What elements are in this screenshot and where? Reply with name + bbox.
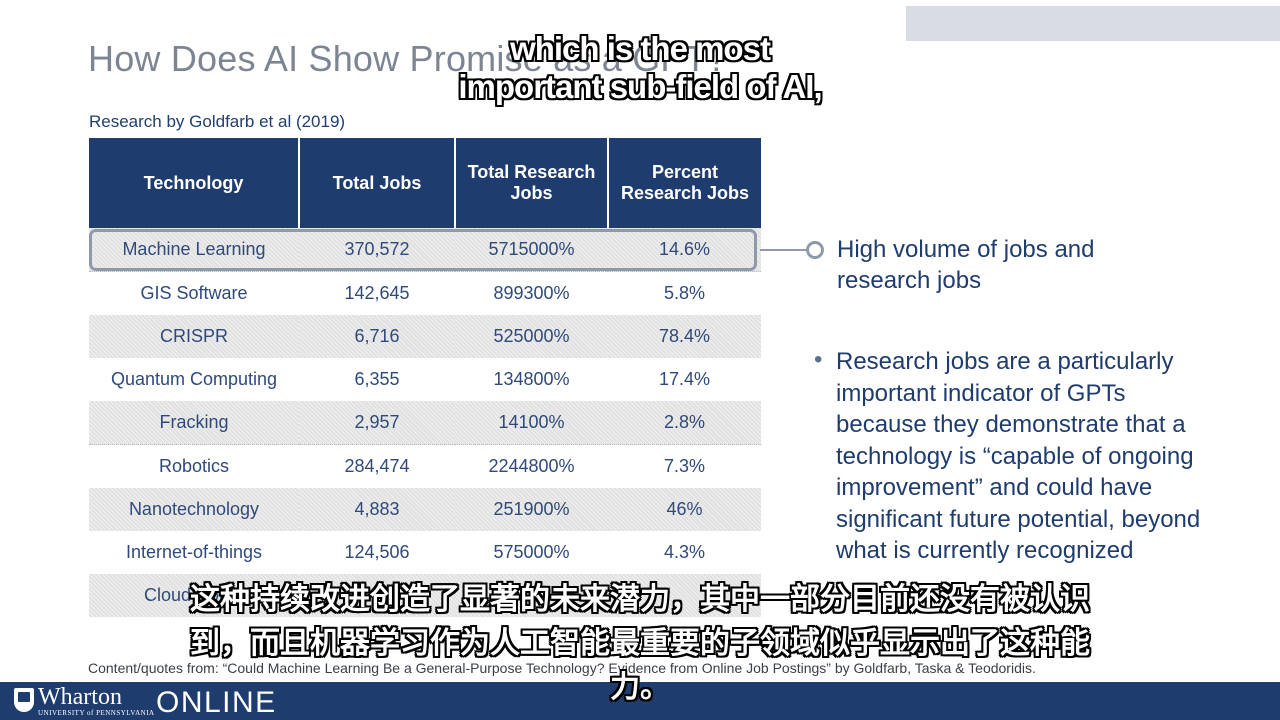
- cell-research-jobs: 575000%: [455, 531, 608, 574]
- cell-technology: Fracking: [89, 401, 299, 445]
- cell-total-jobs: 6,716: [299, 315, 455, 358]
- cell-research-jobs: [455, 574, 608, 617]
- top-gray-bar: [906, 6, 1280, 41]
- cell-total-jobs: 2,957: [299, 401, 455, 445]
- callout-text: High volume of jobs and research jobs: [837, 236, 1095, 294]
- cell-research-jobs: 525000%: [455, 315, 608, 358]
- table-row: CRISPR 6,716 525000% 78.4%: [89, 315, 761, 358]
- cell-percent: 78.4%: [608, 315, 761, 358]
- cell-technology: Quantum Computing: [89, 358, 299, 401]
- table-row: Cloud Comp: [89, 574, 761, 617]
- table-row: Quantum Computing 6,355 134800% 17.4%: [89, 358, 761, 401]
- slide-subtitle: Research by Goldfarb et al (2019): [89, 112, 346, 131]
- cell-research-jobs: 899300%: [455, 271, 608, 315]
- cell-total-jobs: 142,645: [299, 271, 455, 315]
- english-subtitle-line: which is the most: [510, 30, 771, 67]
- cell-percent: 4.3%: [608, 531, 761, 574]
- cell-technology: Nanotechnology: [89, 488, 299, 531]
- cell-research-jobs: 2244800%: [455, 444, 608, 488]
- cell-technology: Internet-of-things: [89, 531, 299, 574]
- brand-online: ONLINE: [156, 686, 277, 719]
- header-technology: Technology: [89, 138, 299, 228]
- cell-technology: Machine Learning: [89, 228, 299, 272]
- slide-title: How Does AI Show Promise as a GPT?: [88, 38, 728, 79]
- cell-research-jobs: 14100%: [455, 401, 608, 445]
- bullet-text: Research jobs are a particularly importa…: [836, 348, 1201, 564]
- table-row: Robotics 284,474 2244800% 7.3%: [89, 444, 761, 488]
- table-row: Machine Learning 370,572 5715000% 14.6%: [89, 228, 761, 272]
- callout-connector-line: [760, 249, 808, 251]
- cell-research-jobs: 134800%: [455, 358, 608, 401]
- footer-bar: Wharton UNIVERSITY of PENNSYLVANIA ONLIN…: [0, 682, 1280, 720]
- cell-percent: 5.8%: [608, 271, 761, 315]
- callout-connector-dot: [806, 241, 824, 259]
- cell-research-jobs: 251900%: [455, 488, 608, 531]
- source-citation: Content/quotes from: “Could Machine Lear…: [88, 660, 1036, 676]
- table-header-row: Technology Total Jobs Total Research Job…: [89, 138, 761, 228]
- cell-percent: 46%: [608, 488, 761, 531]
- table-row: Nanotechnology 4,883 251900% 46%: [89, 488, 761, 531]
- cell-percent: [608, 574, 761, 617]
- shield-icon: [14, 688, 34, 712]
- cell-percent: 2.8%: [608, 401, 761, 445]
- english-subtitle-line: important sub-field of AI,: [458, 68, 822, 105]
- cell-percent: 7.3%: [608, 444, 761, 488]
- cell-total-jobs: 284,474: [299, 444, 455, 488]
- cell-technology: CRISPR: [89, 315, 299, 358]
- table-row: Internet-of-things 124,506 575000% 4.3%: [89, 531, 761, 574]
- english-subtitle: which is the most important sub-field of…: [0, 30, 1280, 106]
- cell-research-jobs: 5715000%: [455, 228, 608, 272]
- bullet-marker: •: [814, 346, 823, 373]
- brand-name: Wharton: [38, 684, 122, 710]
- table-row: Fracking 2,957 14100% 2.8%: [89, 401, 761, 445]
- cell-total-jobs: 124,506: [299, 531, 455, 574]
- jobs-table: Technology Total Jobs Total Research Job…: [89, 138, 761, 617]
- cell-technology: Robotics: [89, 444, 299, 488]
- chinese-subtitle-line: 到，而且机器学习作为人工智能最重要的子领域似乎显示出了这种能: [190, 627, 1090, 660]
- cell-total-jobs: 6,355: [299, 358, 455, 401]
- cell-total-jobs: [299, 574, 455, 617]
- header-total-jobs: Total Jobs: [298, 138, 455, 228]
- cell-technology: Cloud Comp: [89, 574, 299, 617]
- chinese-subtitle-line: 力。: [610, 671, 670, 704]
- header-total-research-jobs: Total Research Jobs: [454, 138, 608, 228]
- cell-total-jobs: 370,572: [299, 228, 455, 272]
- chinese-subtitle: 这种持续改进创造了显著的未来潜力，其中一部分目前还没有被认识 到，而且机器学习作…: [0, 578, 1280, 710]
- chinese-subtitle-line: 这种持续改进创造了显著的未来潜力，其中一部分目前还没有被认识: [190, 583, 1090, 616]
- table-row: GIS Software 142,645 899300% 5.8%: [89, 271, 761, 315]
- header-percent-research-jobs: Percent Research Jobs: [607, 138, 761, 228]
- cell-percent: 14.6%: [608, 228, 761, 272]
- cell-technology: GIS Software: [89, 271, 299, 315]
- brand-subtitle: UNIVERSITY of PENNSYLVANIA: [38, 709, 155, 717]
- cell-total-jobs: 4,883: [299, 488, 455, 531]
- cell-percent: 17.4%: [608, 358, 761, 401]
